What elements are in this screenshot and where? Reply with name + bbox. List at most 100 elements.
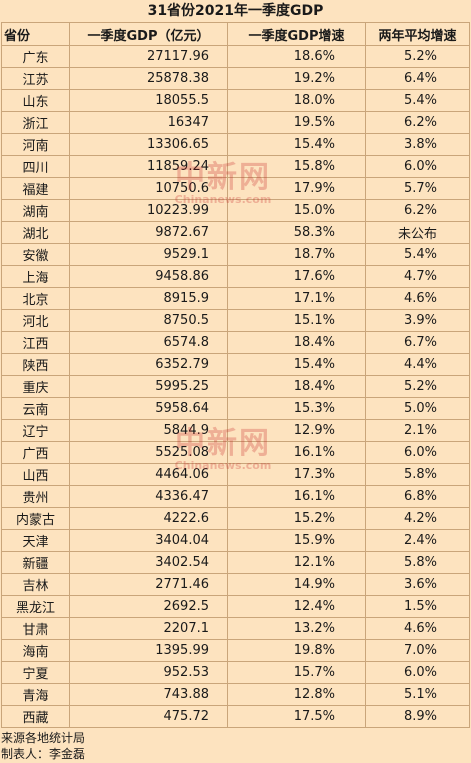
table-title: 31省份2021年一季度GDP	[0, 0, 471, 22]
province-cell: 广西	[1, 441, 70, 464]
province-cell: 重庆	[1, 375, 70, 398]
gdp-cell: 952.53	[69, 661, 228, 684]
gdp-cell: 5958.64	[69, 397, 228, 420]
header-row: 省份 一季度GDP（亿元） 一季度GDP增速 两年平均增速	[1, 22, 470, 46]
growth-cell: 19.5%	[227, 111, 366, 134]
province-cell: 宁夏	[1, 661, 70, 684]
gdp-cell: 2207.1	[69, 617, 228, 640]
avg-growth-cell: 5.4%	[365, 89, 470, 112]
growth-cell: 17.5%	[227, 705, 366, 728]
avg-growth-cell: 6.8%	[365, 485, 470, 508]
province-cell: 内蒙古	[1, 507, 70, 530]
province-cell: 江苏	[1, 67, 70, 90]
avg-growth-cell: 4.6%	[365, 617, 470, 640]
growth-cell: 17.9%	[227, 177, 366, 200]
avg-growth-cell: 7.0%	[365, 639, 470, 662]
growth-cell: 15.7%	[227, 661, 366, 684]
gdp-cell: 10223.99	[69, 199, 228, 222]
avg-growth-cell: 6.0%	[365, 155, 470, 178]
avg-growth-cell: 4.2%	[365, 507, 470, 530]
growth-cell: 18.4%	[227, 375, 366, 398]
province-cell: 黑龙江	[1, 595, 70, 618]
table-row: 陕西 6352.79 15.4% 4.4%	[1, 353, 470, 376]
province-cell: 天津	[1, 529, 70, 552]
avg-growth-cell: 2.1%	[365, 419, 470, 442]
avg-growth-cell: 4.6%	[365, 287, 470, 310]
avg-growth-cell: 8.9%	[365, 705, 470, 728]
table-row: 福建 10750.6 17.9% 5.7%	[1, 177, 470, 200]
province-cell: 安徽	[1, 243, 70, 266]
table-row: 天津 3404.04 15.9% 2.4%	[1, 529, 470, 552]
table-row: 甘肃 2207.1 13.2% 4.6%	[1, 617, 470, 640]
province-cell: 浙江	[1, 111, 70, 134]
gdp-cell: 5844.9	[69, 419, 228, 442]
gdp-cell: 4336.47	[69, 485, 228, 508]
growth-cell: 15.1%	[227, 309, 366, 332]
province-cell: 江西	[1, 331, 70, 354]
province-cell: 四川	[1, 155, 70, 178]
table-row: 辽宁 5844.9 12.9% 2.1%	[1, 419, 470, 442]
growth-cell: 17.1%	[227, 287, 366, 310]
table-row: 北京 8915.9 17.1% 4.6%	[1, 287, 470, 310]
avg-growth-cell: 3.8%	[365, 133, 470, 156]
growth-cell: 18.7%	[227, 243, 366, 266]
table-row: 云南 5958.64 15.3% 5.0%	[1, 397, 470, 420]
avg-growth-cell: 6.4%	[365, 67, 470, 90]
table-body: 广东 27117.96 18.6% 5.2% 江苏 25878.38 19.2% 6.4% 山东…	[1, 45, 470, 728]
gdp-cell: 16347	[69, 111, 228, 134]
author-note: 制表人：李金磊	[1, 747, 86, 761]
table-row: 广东 27117.96 18.6% 5.2%	[1, 45, 470, 68]
province-cell: 山东	[1, 89, 70, 112]
header-growth: 一季度GDP增速	[227, 22, 366, 46]
avg-growth-cell: 5.1%	[365, 683, 470, 706]
gdp-cell: 6352.79	[69, 353, 228, 376]
table-row: 贵州 4336.47 16.1% 6.8%	[1, 485, 470, 508]
avg-growth-cell: 6.2%	[365, 111, 470, 134]
growth-cell: 18.6%	[227, 45, 366, 68]
avg-growth-cell: 5.4%	[365, 243, 470, 266]
avg-growth-cell: 1.5%	[365, 595, 470, 618]
growth-cell: 12.8%	[227, 683, 366, 706]
province-cell: 甘肃	[1, 617, 70, 640]
table-row: 安徽 9529.1 18.7% 5.4%	[1, 243, 470, 266]
province-cell: 吉林	[1, 573, 70, 596]
growth-cell: 13.2%	[227, 617, 366, 640]
gdp-cell: 2692.5	[69, 595, 228, 618]
growth-cell: 15.0%	[227, 199, 366, 222]
table-row: 江西 6574.8 18.4% 6.7%	[1, 331, 470, 354]
growth-cell: 15.4%	[227, 133, 366, 156]
gdp-cell: 8750.5	[69, 309, 228, 332]
growth-cell: 12.4%	[227, 595, 366, 618]
gdp-cell: 18055.5	[69, 89, 228, 112]
province-cell: 湖北	[1, 221, 70, 244]
table-row: 上海 9458.86 17.6% 4.7%	[1, 265, 470, 288]
gdp-cell: 3402.54	[69, 551, 228, 574]
province-cell: 贵州	[1, 485, 70, 508]
province-cell: 福建	[1, 177, 70, 200]
avg-growth-cell: 5.2%	[365, 375, 470, 398]
growth-cell: 17.6%	[227, 265, 366, 288]
gdp-cell: 4222.6	[69, 507, 228, 530]
province-cell: 河南	[1, 133, 70, 156]
gdp-cell: 11859.24	[69, 155, 228, 178]
province-cell: 上海	[1, 265, 70, 288]
province-cell: 广东	[1, 45, 70, 68]
table-row: 吉林 2771.46 14.9% 3.6%	[1, 573, 470, 596]
gdp-cell: 5995.25	[69, 375, 228, 398]
source-note: 来源各地统计局	[1, 731, 86, 745]
gdp-cell: 475.72	[69, 705, 228, 728]
province-cell: 辽宁	[1, 419, 70, 442]
province-cell: 山西	[1, 463, 70, 486]
table-row: 黑龙江 2692.5 12.4% 1.5%	[1, 595, 470, 618]
avg-growth-cell: 5.0%	[365, 397, 470, 420]
growth-cell: 58.3%	[227, 221, 366, 244]
avg-growth-cell: 5.8%	[365, 463, 470, 486]
gdp-cell: 2771.46	[69, 573, 228, 596]
avg-growth-cell: 3.9%	[365, 309, 470, 332]
footer: 来源各地统计局 制表人：李金磊	[0, 730, 471, 762]
growth-cell: 15.3%	[227, 397, 366, 420]
avg-growth-cell: 5.2%	[365, 45, 470, 68]
province-cell: 湖南	[1, 199, 70, 222]
avg-growth-cell: 4.4%	[365, 353, 470, 376]
avg-growth-cell: 6.0%	[365, 661, 470, 684]
